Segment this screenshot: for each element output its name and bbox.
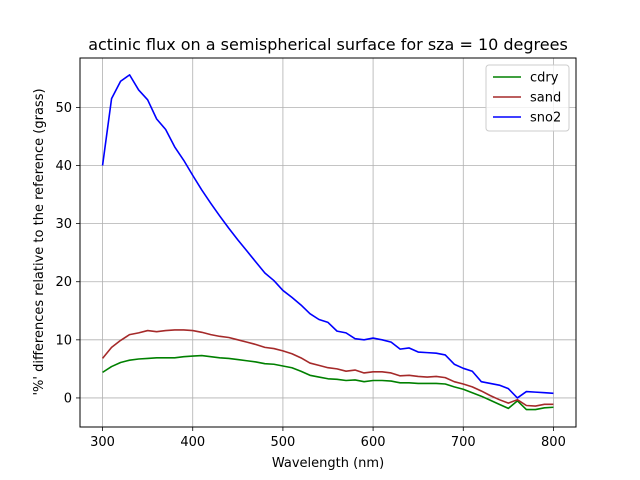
y-tick-label: 30	[55, 217, 72, 232]
series-line-cdry	[102, 354, 554, 411]
x-tick-label: 700	[451, 435, 476, 450]
chart-title: actinic flux on a semispherical surface …	[88, 35, 568, 54]
x-tick-label: 400	[180, 435, 205, 450]
series-lines	[101, 74, 554, 411]
series-line-sand	[101, 329, 554, 407]
grid	[80, 58, 576, 427]
legend-label-cdry: cdry	[530, 71, 559, 86]
series-line-sno2	[101, 74, 554, 399]
legend: cdry sand sno2	[485, 64, 570, 132]
y-tick-label: 50	[55, 101, 72, 116]
y-tick-label: 40	[55, 159, 72, 174]
y-axis-label: '%' differences relative to the referenc…	[32, 88, 47, 395]
x-tick-label: 800	[541, 435, 566, 450]
legend-box	[485, 64, 570, 132]
y-axis: 0 10 20 30 40 50	[55, 101, 80, 406]
legend-label-sand: sand	[530, 91, 561, 106]
y-tick-label: 0	[64, 391, 72, 406]
x-tick-label: 500	[270, 435, 295, 450]
x-axis: 300 400 500 600 700 800	[90, 427, 566, 450]
x-tick-label: 600	[361, 435, 386, 450]
plot-area-frame	[79, 57, 577, 428]
y-tick-label: 10	[55, 333, 72, 348]
x-tick-label: 300	[90, 435, 115, 450]
y-tick-label: 20	[55, 275, 72, 290]
legend-label-sno2: sno2	[530, 111, 561, 126]
x-axis-label: Wavelength (nm)	[272, 456, 384, 471]
